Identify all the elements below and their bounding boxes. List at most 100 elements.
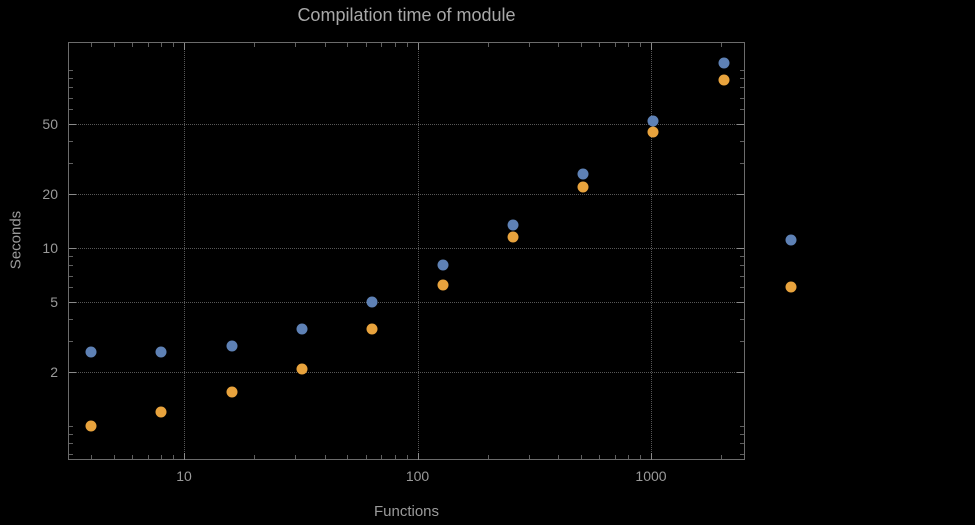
x-gridline <box>184 42 185 460</box>
y-gridline <box>68 248 745 249</box>
y-tick-label: 50 <box>42 115 58 132</box>
y-tick-mark <box>737 194 744 196</box>
x-tick-label: 100 <box>405 468 430 484</box>
y-tick-label: 2 <box>50 364 58 381</box>
y-gridline <box>68 301 745 303</box>
y-minor-tick <box>740 341 744 343</box>
x-minor-tick <box>173 43 175 47</box>
data-point-orange <box>437 279 449 291</box>
x-minor-tick <box>132 455 134 459</box>
y-minor-tick <box>740 275 744 277</box>
y-minor-tick <box>69 97 73 99</box>
x-tick-label: 10 <box>176 468 192 484</box>
y-minor-tick <box>69 265 73 267</box>
y-minor-tick <box>740 318 744 320</box>
y-minor-tick <box>69 78 73 80</box>
x-tick-mark <box>184 43 185 50</box>
data-point-blue <box>296 323 308 335</box>
x-minor-tick <box>580 43 582 47</box>
x-minor-tick <box>254 455 256 459</box>
y-minor-tick <box>69 453 73 455</box>
y-minor-tick <box>69 109 73 111</box>
x-minor-tick <box>628 455 630 459</box>
y-gridline <box>68 372 745 374</box>
data-point-blue <box>718 57 730 69</box>
x-minor-tick <box>394 43 396 47</box>
y-tick-mark <box>69 372 76 374</box>
plot-frame <box>68 42 745 460</box>
x-minor-tick <box>394 455 396 459</box>
y-tick-label: 10 <box>42 240 58 256</box>
x-minor-tick <box>580 455 582 459</box>
y-tick-mark <box>737 301 744 303</box>
x-axis-label: Functions <box>373 503 440 520</box>
y-minor-tick <box>740 453 744 455</box>
data-point-orange <box>577 181 589 193</box>
data-point-blue <box>155 346 167 358</box>
y-minor-tick <box>740 426 744 427</box>
x-minor-tick <box>721 455 723 459</box>
x-tick-mark <box>417 453 419 460</box>
y-tick-mark <box>69 194 76 196</box>
x-minor-tick <box>365 455 367 459</box>
x-minor-tick <box>113 43 115 47</box>
data-point-orange <box>85 420 97 432</box>
data-point-blue <box>437 259 449 271</box>
y-minor-tick <box>69 163 73 165</box>
y-tick-mark <box>69 301 76 303</box>
x-minor-tick <box>161 455 163 459</box>
x-gridline <box>417 42 419 460</box>
data-point-orange <box>226 386 238 398</box>
legend-marker-blue <box>785 234 797 246</box>
x-minor-tick <box>487 43 489 47</box>
y-tick-mark <box>737 372 744 374</box>
x-minor-tick <box>558 455 560 459</box>
data-point-orange <box>366 323 378 335</box>
x-minor-tick <box>640 455 642 459</box>
y-minor-tick <box>740 163 744 165</box>
y-minor-tick <box>69 275 73 277</box>
x-minor-tick <box>254 43 256 47</box>
y-tick-mark <box>737 248 744 249</box>
x-tick-mark <box>417 43 419 50</box>
y-minor-tick <box>69 341 73 343</box>
x-minor-tick <box>173 455 175 459</box>
x-minor-tick <box>628 43 630 47</box>
y-minor-tick <box>740 140 744 142</box>
y-minor-tick <box>740 265 744 267</box>
y-tick-label: 20 <box>42 186 58 203</box>
x-minor-tick <box>614 43 616 47</box>
y-minor-tick <box>69 70 73 71</box>
x-minor-tick <box>614 455 616 459</box>
x-minor-tick <box>324 455 326 459</box>
x-tick-mark <box>651 43 652 50</box>
x-minor-tick <box>347 43 349 47</box>
x-minor-tick <box>295 43 297 47</box>
data-point-blue <box>577 168 589 180</box>
y-tick-label: 5 <box>50 293 58 310</box>
y-minor-tick <box>740 434 744 436</box>
x-minor-tick <box>91 455 93 459</box>
data-point-blue <box>507 219 519 231</box>
y-minor-tick <box>69 318 73 320</box>
x-minor-tick <box>324 43 326 47</box>
x-minor-tick <box>347 455 349 459</box>
y-minor-tick <box>740 87 744 89</box>
x-minor-tick <box>721 43 723 47</box>
y-minor-tick <box>69 140 73 142</box>
y-tick-mark <box>69 123 76 125</box>
x-minor-tick <box>381 43 383 47</box>
y-minor-tick <box>740 109 744 111</box>
x-minor-tick <box>558 43 560 47</box>
x-tick-label: 1000 <box>635 468 667 484</box>
y-tick-mark <box>69 248 76 249</box>
y-gridline <box>68 194 745 196</box>
data-point-orange <box>647 126 659 138</box>
x-minor-tick <box>381 455 383 459</box>
data-point-blue <box>85 346 97 358</box>
data-point-blue <box>366 296 378 308</box>
y-minor-tick <box>69 87 73 89</box>
y-minor-tick <box>69 443 73 445</box>
x-minor-tick <box>132 43 134 47</box>
